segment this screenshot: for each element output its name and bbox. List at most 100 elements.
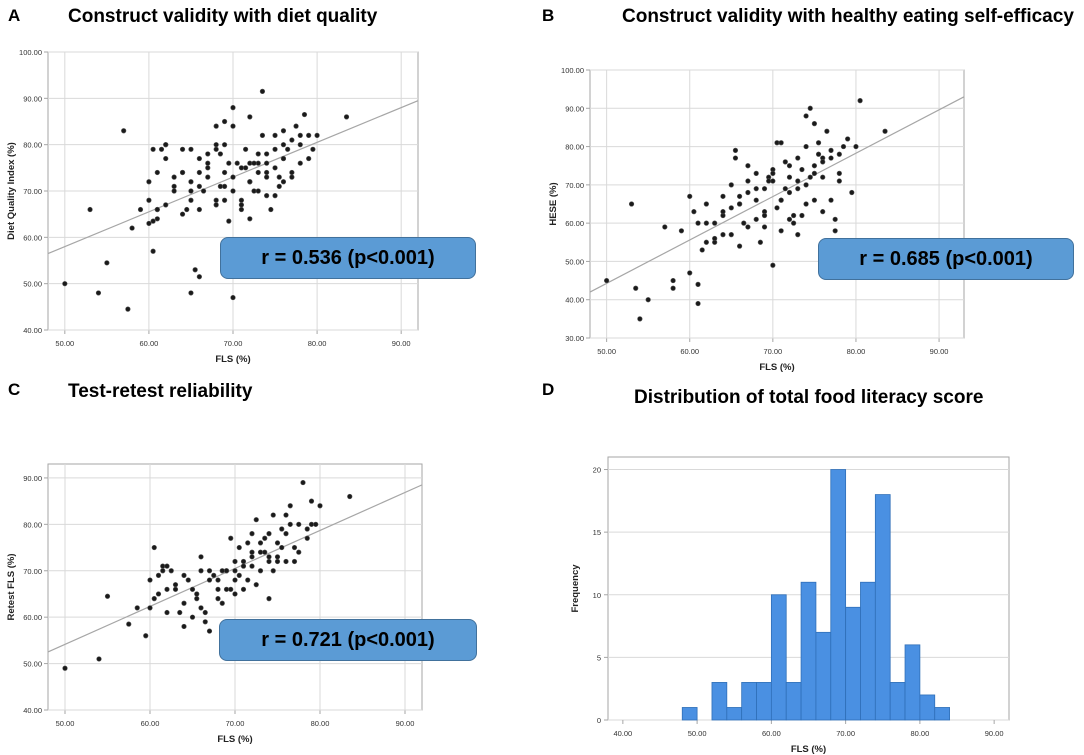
data-point	[791, 220, 797, 226]
x-tick-label: 60.00	[762, 729, 781, 738]
data-point	[761, 212, 768, 219]
data-point	[253, 517, 259, 523]
y-axis-label: Retest FLS (%)	[6, 553, 17, 620]
data-point	[301, 111, 308, 118]
data-point	[221, 142, 228, 148]
data-point	[259, 88, 266, 94]
data-point	[799, 166, 805, 173]
data-point	[317, 503, 323, 509]
data-point	[264, 160, 270, 166]
x-tick-label: 70.00	[224, 339, 243, 348]
data-point	[243, 165, 249, 171]
data-point	[223, 586, 230, 592]
data-point	[811, 163, 818, 169]
data-point	[737, 243, 743, 249]
data-point	[786, 189, 793, 196]
data-point	[266, 531, 272, 537]
data-point	[276, 174, 282, 180]
data-point	[803, 113, 809, 119]
histogram-bar	[785, 682, 802, 721]
y-axis-label: HESE (%)	[548, 182, 559, 225]
panel-letter-a: A	[8, 6, 21, 25]
data-point	[786, 216, 793, 222]
data-point	[753, 216, 759, 222]
y-tick-label: 90.00	[23, 474, 42, 483]
data-point	[732, 155, 739, 161]
data-point	[289, 169, 295, 176]
data-point	[306, 155, 312, 162]
data-point	[121, 128, 127, 134]
data-point	[179, 169, 186, 176]
data-point	[313, 521, 319, 527]
data-point	[815, 151, 822, 157]
data-point	[347, 493, 353, 500]
data-point	[728, 205, 734, 211]
data-point	[230, 104, 236, 111]
data-point	[832, 216, 838, 222]
histogram-bar	[756, 682, 772, 721]
data-point	[274, 558, 281, 565]
data-point	[143, 633, 149, 639]
data-point	[287, 503, 293, 509]
data-point	[778, 228, 784, 234]
data-point	[177, 609, 183, 616]
data-point	[300, 479, 306, 486]
data-point	[691, 209, 697, 215]
data-point	[720, 232, 726, 238]
data-point	[828, 197, 834, 203]
data-point	[238, 197, 245, 203]
y-tick-label: 15	[593, 528, 601, 537]
data-point	[236, 572, 242, 578]
data-point	[761, 186, 768, 192]
data-point	[255, 169, 261, 176]
histogram-bar	[919, 694, 936, 721]
data-point	[249, 549, 255, 555]
data-point	[274, 554, 281, 560]
data-point	[757, 239, 763, 245]
x-tick-label: 50.00	[688, 729, 707, 738]
panel-b: B Construct validity with healthy eating…	[542, 0, 1084, 377]
data-point	[234, 160, 240, 166]
panel-letter-b: B	[542, 6, 555, 25]
data-point	[126, 621, 132, 627]
data-point	[232, 558, 238, 565]
data-point	[163, 142, 169, 148]
data-point	[215, 577, 221, 583]
scatter-chart-diet-quality: 50.00 60.00 70.00 80.00 90.00 40.00 50.00 60.00…	[6, 48, 419, 365]
data-point	[296, 549, 302, 555]
data-point	[308, 521, 315, 527]
data-point	[206, 577, 213, 583]
data-point	[104, 593, 111, 599]
data-point	[249, 554, 255, 560]
data-point	[314, 132, 320, 138]
data-point	[188, 179, 194, 185]
data-point	[188, 197, 194, 203]
data-point	[262, 549, 268, 555]
x-tick-label: 90.00	[392, 339, 411, 348]
data-point	[172, 582, 179, 588]
y-axis-label: Frequency	[570, 564, 581, 613]
data-point	[226, 160, 232, 166]
x-tick-label: 80.00	[847, 347, 866, 356]
data-point	[179, 211, 186, 217]
data-point	[662, 224, 668, 230]
data-point	[728, 232, 734, 238]
data-point	[154, 216, 160, 222]
data-point	[247, 179, 253, 185]
y-tick-label: 30.00	[565, 334, 584, 343]
data-point	[310, 146, 316, 152]
data-point	[205, 165, 211, 171]
data-point	[678, 228, 685, 234]
data-point	[297, 142, 303, 148]
data-point	[782, 186, 788, 192]
y-tick-label: 50.00	[23, 280, 42, 289]
data-point	[146, 197, 152, 203]
data-point	[268, 206, 274, 213]
data-point	[255, 151, 261, 157]
data-point	[243, 146, 249, 152]
data-point	[266, 558, 272, 565]
data-point	[158, 146, 165, 152]
y-tick-label: 5	[597, 653, 601, 662]
y-tick-label: 70.00	[23, 187, 42, 196]
data-point	[255, 188, 261, 194]
